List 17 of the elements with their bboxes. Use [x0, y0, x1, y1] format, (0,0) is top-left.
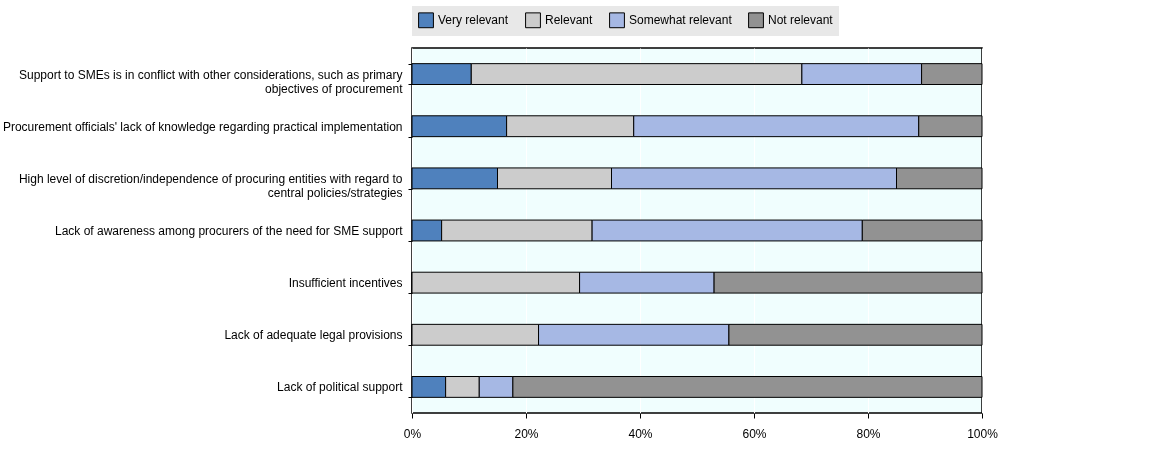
- legend-label: Somewhat relevant: [629, 13, 733, 28]
- x-tick-label: 80%: [856, 426, 881, 441]
- x-tick-label: 40%: [628, 426, 653, 441]
- x-tick-label: 60%: [742, 426, 767, 441]
- y-tick-label: Insufficient incentives: [288, 276, 403, 291]
- legend-label: Very relevant: [438, 13, 509, 28]
- y-tick-label: Procurement officials' lack of knowledge regarding practical implementation: [2, 119, 403, 134]
- y-tick-label: Lack of political support: [277, 380, 404, 395]
- legend-label: Not relevant: [768, 13, 834, 28]
- y-tick-label: Lack of adequate legal provisions: [224, 328, 403, 343]
- legend-label: Relevant: [545, 13, 594, 28]
- x-tick-label: 100%: [967, 426, 999, 441]
- x-tick-label: 20%: [514, 426, 539, 441]
- x-tick-label: 0%: [403, 426, 422, 441]
- y-tick-label: High level of discretion/independence of procuring entities with regard to central policies/strategies: [18, 171, 403, 200]
- y-tick-label: Support to SMEs is in conflict with other considerations, such as primary objectives of procurement: [19, 67, 404, 96]
- y-tick-label: Lack of awareness among procurers of the need for SME support: [54, 224, 404, 238]
